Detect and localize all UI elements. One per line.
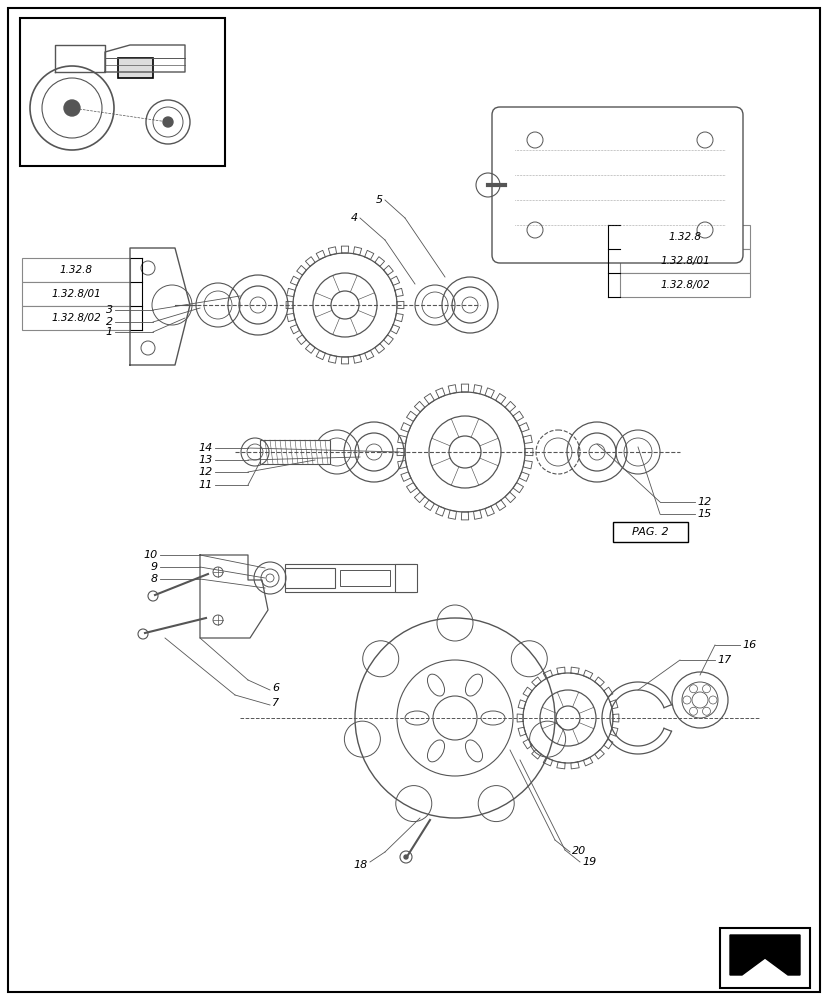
Text: 15: 15: [696, 509, 710, 519]
Text: 7: 7: [272, 698, 279, 708]
Text: 11: 11: [198, 480, 213, 490]
Bar: [20, 18, 225, 166]
Bar: [22, 282, 130, 306]
Text: 5: 5: [375, 195, 383, 205]
Circle shape: [64, 100, 80, 116]
Circle shape: [404, 855, 408, 859]
Bar: [394, 564, 417, 592]
Text: 1.32.8: 1.32.8: [667, 232, 700, 242]
Bar: [619, 225, 749, 249]
Text: 1.32.8: 1.32.8: [60, 265, 93, 275]
Text: 10: 10: [144, 550, 158, 560]
Text: 1.32.8/02: 1.32.8/02: [659, 280, 709, 290]
Text: 1: 1: [106, 327, 112, 337]
Text: 13: 13: [198, 455, 213, 465]
Bar: [340, 570, 390, 586]
Text: 6: 6: [272, 683, 279, 693]
Text: 2: 2: [106, 317, 112, 327]
Text: 20: 20: [571, 846, 586, 856]
Bar: [118, 58, 153, 78]
Text: 1.32.8/01: 1.32.8/01: [51, 289, 101, 299]
Text: 1.32.8/02: 1.32.8/02: [51, 313, 101, 323]
Bar: [260, 440, 330, 464]
Text: PAG. 2: PAG. 2: [631, 527, 667, 537]
Text: 14: 14: [198, 443, 213, 453]
Text: 9: 9: [151, 562, 158, 572]
Text: 19: 19: [581, 857, 595, 867]
Bar: [22, 258, 130, 282]
Text: 12: 12: [198, 467, 213, 477]
Text: 12: 12: [696, 497, 710, 507]
Text: 16: 16: [741, 640, 755, 650]
Polygon shape: [729, 935, 799, 975]
Bar: [284, 568, 335, 588]
Circle shape: [163, 117, 173, 127]
Bar: [619, 249, 749, 273]
Text: 1.32.8/01: 1.32.8/01: [659, 256, 709, 266]
Text: 17: 17: [716, 655, 730, 665]
Text: 3: 3: [106, 305, 112, 315]
Text: 18: 18: [353, 860, 367, 870]
Bar: [619, 273, 749, 297]
Bar: [719, 928, 809, 988]
Text: 4: 4: [351, 213, 357, 223]
Bar: [22, 306, 130, 330]
Text: 8: 8: [151, 574, 158, 584]
FancyBboxPatch shape: [491, 107, 742, 263]
Bar: [284, 564, 414, 592]
Bar: [612, 522, 687, 542]
